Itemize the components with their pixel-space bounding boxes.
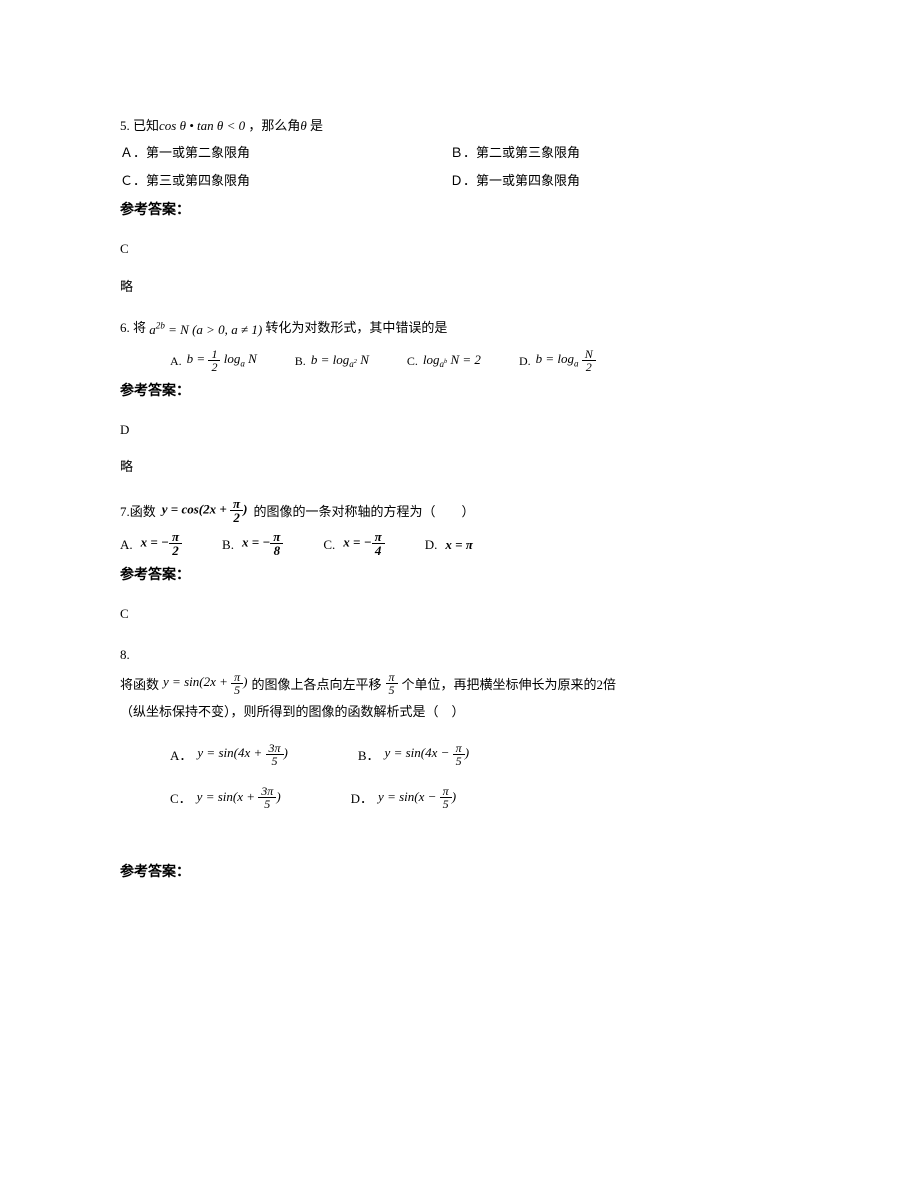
q6-option-d: D. b = loga N2 <box>519 347 596 373</box>
q7-label-b: B. <box>222 533 234 556</box>
q5-answer: C <box>120 237 800 260</box>
q8-option-d: D． y = sin(x − π5) <box>351 785 456 811</box>
q6-math-d: b = loga N2 <box>536 347 596 373</box>
q8-line1-pre: 将函数 <box>120 673 159 696</box>
q6-option-c: C. logab N = 2 <box>407 348 481 373</box>
q5-number: 5. <box>120 118 130 133</box>
q6-math-c: logab N = 2 <box>423 348 481 373</box>
q5-math: cos θ • tan θ < 0 <box>159 118 245 133</box>
q6-math-a: b = 12 loga N <box>187 347 257 373</box>
q6-stem-pre: 将 <box>130 320 150 335</box>
q6-stem-post: 转化为对数形式，其中错误的是 <box>262 320 447 335</box>
q5-stem: 5. 已知cos θ • tan θ < 0 ，那么角θ 是 <box>120 114 800 137</box>
q8-label-d: D． <box>351 787 373 810</box>
q7-label-c: C. <box>323 533 335 556</box>
q7-answer-label: 参考答案： <box>120 563 800 588</box>
q5-option-a: Ａ．第一或第二象限角 <box>120 141 450 164</box>
q5-stem-post: 是 <box>307 118 323 133</box>
q8-math1: y = sin(2x + π5) <box>163 670 247 696</box>
q5-answer-label: 参考答案： <box>120 198 800 223</box>
q7-math-d: x = π <box>445 533 473 556</box>
q8-answer-label: 参考答案： <box>120 860 800 885</box>
q7-stem: 7. 函数 y = cos(2x + π2) 的图像的一条对称轴的方程为（ ） <box>120 497 800 524</box>
q7-option-d: D. x = π <box>425 533 473 556</box>
q6-option-a: A. b = 12 loga N <box>170 347 257 373</box>
q8-label-b: B． <box>358 744 380 767</box>
q8-option-a: A． y = sin(4x + 3π5) <box>170 741 288 767</box>
q8-math-c: y = sin(x + 3π5) <box>197 785 281 811</box>
q7-answer: C <box>120 602 800 625</box>
q5-options-row-1: Ａ．第一或第二象限角 Ｂ．第二或第三象限角 <box>120 141 800 164</box>
q7-option-c: C. x = −π4 <box>323 530 384 557</box>
q7-option-b: B. x = −π8 <box>222 530 283 557</box>
q5-option-c: Ｃ．第三或第四象限角 <box>120 169 450 192</box>
q7-math-b: x = −π8 <box>242 530 283 557</box>
question-5: 5. 已知cos θ • tan θ < 0 ，那么角θ 是 Ａ．第一或第二象限… <box>120 114 800 298</box>
q6-label-a: A. <box>170 351 182 373</box>
q8-math-a: y = sin(4x + 3π5) <box>197 741 287 767</box>
q6-label-d: D. <box>519 351 531 373</box>
q7-label-a: A. <box>120 533 133 556</box>
q7-math-c: x = −π4 <box>343 530 384 557</box>
question-7: 7. 函数 y = cos(2x + π2) 的图像的一条对称轴的方程为（ ） … <box>120 497 800 626</box>
q5-option-d: Ｄ．第一或第四象限角 <box>450 169 780 192</box>
q8-label-a: A． <box>170 744 192 767</box>
q7-math-a: x = −π2 <box>141 530 182 557</box>
q6-answer: D <box>120 418 800 441</box>
q5-stem-mid: ，那么角 <box>245 118 300 133</box>
q6-options: A. b = 12 loga N B. b = loga2 N C. logab… <box>170 347 800 373</box>
q6-note: 略 <box>120 455 800 478</box>
q7-options: A. x = −π2 B. x = −π8 C. x = −π4 D. x = … <box>120 530 800 557</box>
q5-options-row-2: Ｃ．第三或第四象限角 Ｄ．第一或第四象限角 <box>120 169 800 192</box>
q8-line2: （纵坐标保持不变），则所得到的图像的函数解析式是（ ） <box>120 700 800 723</box>
q8-option-b: B． y = sin(4x − π5) <box>358 741 469 767</box>
question-8: 8. 将函数 y = sin(2x + π5) 的图像上各点向左平移 π5 个单… <box>120 643 800 886</box>
q8-line1: 将函数 y = sin(2x + π5) 的图像上各点向左平移 π5 个单位，再… <box>120 670 800 696</box>
q6-math: a2b = N (a > 0, a ≠ 1) <box>149 322 262 337</box>
q8-number: 8. <box>120 643 800 666</box>
q6-label-b: B. <box>295 351 306 373</box>
q8-line1-mid: 的图像上各点向左平移 <box>252 673 382 696</box>
q6-math-b: b = loga2 N <box>311 348 369 373</box>
q7-math: y = cos(2x + π2) <box>162 497 248 524</box>
q8-math-b: y = sin(4x − π5) <box>385 741 469 767</box>
q8-options-row-1: A． y = sin(4x + 3π5) B． y = sin(4x − π5) <box>170 741 800 767</box>
q7-stem-post: 的图像的一条对称轴的方程为（ ） <box>254 500 475 523</box>
q5-stem-pre: 已知 <box>130 118 159 133</box>
q6-option-b: B. b = loga2 N <box>295 348 369 373</box>
q8-math-d: y = sin(x − π5) <box>378 785 456 811</box>
q8-option-c: C． y = sin(x + 3π5) <box>170 785 281 811</box>
q5-option-b: Ｂ．第二或第三象限角 <box>450 141 780 164</box>
q7-number: 7. <box>120 500 130 523</box>
q6-label-c: C. <box>407 351 418 373</box>
q8-label-c: C． <box>170 787 192 810</box>
q6-number: 6. <box>120 320 130 335</box>
q6-stem: 6. 将 a2b = N (a > 0, a ≠ 1) 转化为对数形式，其中错误… <box>120 316 800 341</box>
question-6: 6. 将 a2b = N (a > 0, a ≠ 1) 转化为对数形式，其中错误… <box>120 316 800 478</box>
q7-stem-pre: 函数 <box>130 500 156 523</box>
q8-options-row-2: C． y = sin(x + 3π5) D． y = sin(x − π5) <box>170 785 800 811</box>
q5-note: 略 <box>120 275 800 298</box>
q6-answer-label: 参考答案： <box>120 379 800 404</box>
q8-line1-post: 个单位，再把横坐标伸长为原来的2倍 <box>402 673 617 696</box>
q8-math2: π5 <box>386 670 398 696</box>
page: 5. 已知cos θ • tan θ < 0 ，那么角θ 是 Ａ．第一或第二象限… <box>0 0 920 1191</box>
q7-option-a: A. x = −π2 <box>120 530 182 557</box>
q7-label-d: D. <box>425 533 438 556</box>
